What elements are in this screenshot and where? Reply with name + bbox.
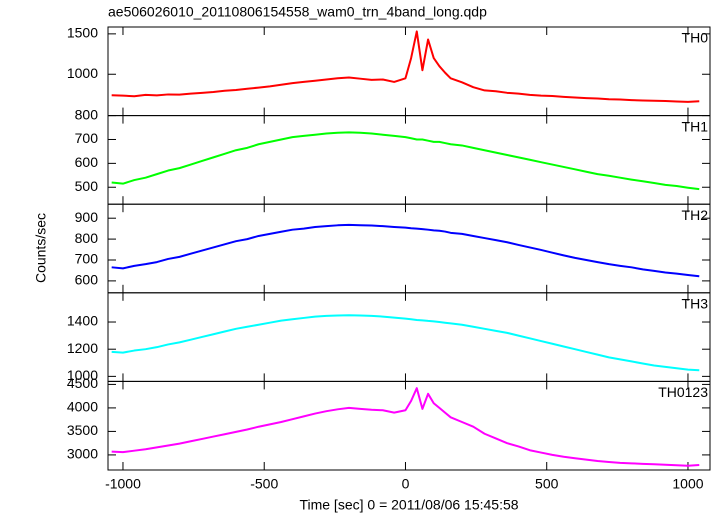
data-line [111,314,700,372]
x-tick-label: -500 [250,476,278,492]
panel-frame [107,380,711,471]
y-tick-label: 700 [75,130,99,146]
y-tick-label: 3000 [67,446,98,462]
y-tick-label: 800 [75,230,99,246]
y-tick-label: 500 [75,178,99,194]
x-tick-label: 1000 [672,476,703,492]
x-tick-label: 0 [402,476,410,492]
x-tick-label: -1000 [105,476,141,492]
data-line [111,223,700,278]
y-tick-label: 600 [75,154,99,170]
y-tick-label: 3500 [67,422,98,438]
data-line [111,387,700,467]
panel-label: TH2 [682,207,709,223]
data-line [111,131,700,191]
y-tick-label: 600 [75,272,99,288]
y-tick-label: 900 [75,209,99,225]
y-tick-label: 4500 [67,375,98,391]
y-tick-label: 1000 [67,367,98,383]
data-line [111,30,700,103]
panel-label: TH1 [682,118,709,134]
panel-frame [107,203,711,294]
y-tick-label: 1000 [67,65,98,81]
panel-label: TH3 [682,296,709,312]
y-axis-label: Counts/sec [33,213,49,283]
y-tick-label: 800 [75,106,99,122]
panel-label: TH0 [682,30,709,46]
y-tick-label: 700 [75,251,99,267]
y-tick-label: 1500 [67,25,98,41]
x-axis-label: Time [sec] 0 = 2011/08/06 15:45:58 [299,497,518,513]
panel-frame [107,115,711,205]
y-tick-label: 4000 [67,399,98,415]
chart-title: ae506026010_20110806154558_wam0_trn_4ban… [108,4,487,20]
y-tick-label: 1400 [67,313,98,329]
x-tick-label: 500 [535,476,559,492]
panel-label: TH0123 [658,384,708,400]
panel-frame [107,26,711,117]
y-tick-label: 1200 [67,340,98,356]
